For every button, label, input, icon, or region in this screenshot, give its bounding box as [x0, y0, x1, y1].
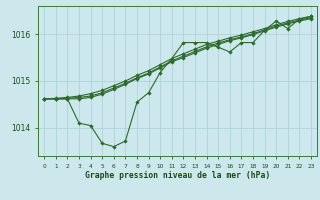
X-axis label: Graphe pression niveau de la mer (hPa): Graphe pression niveau de la mer (hPa) [85, 171, 270, 180]
